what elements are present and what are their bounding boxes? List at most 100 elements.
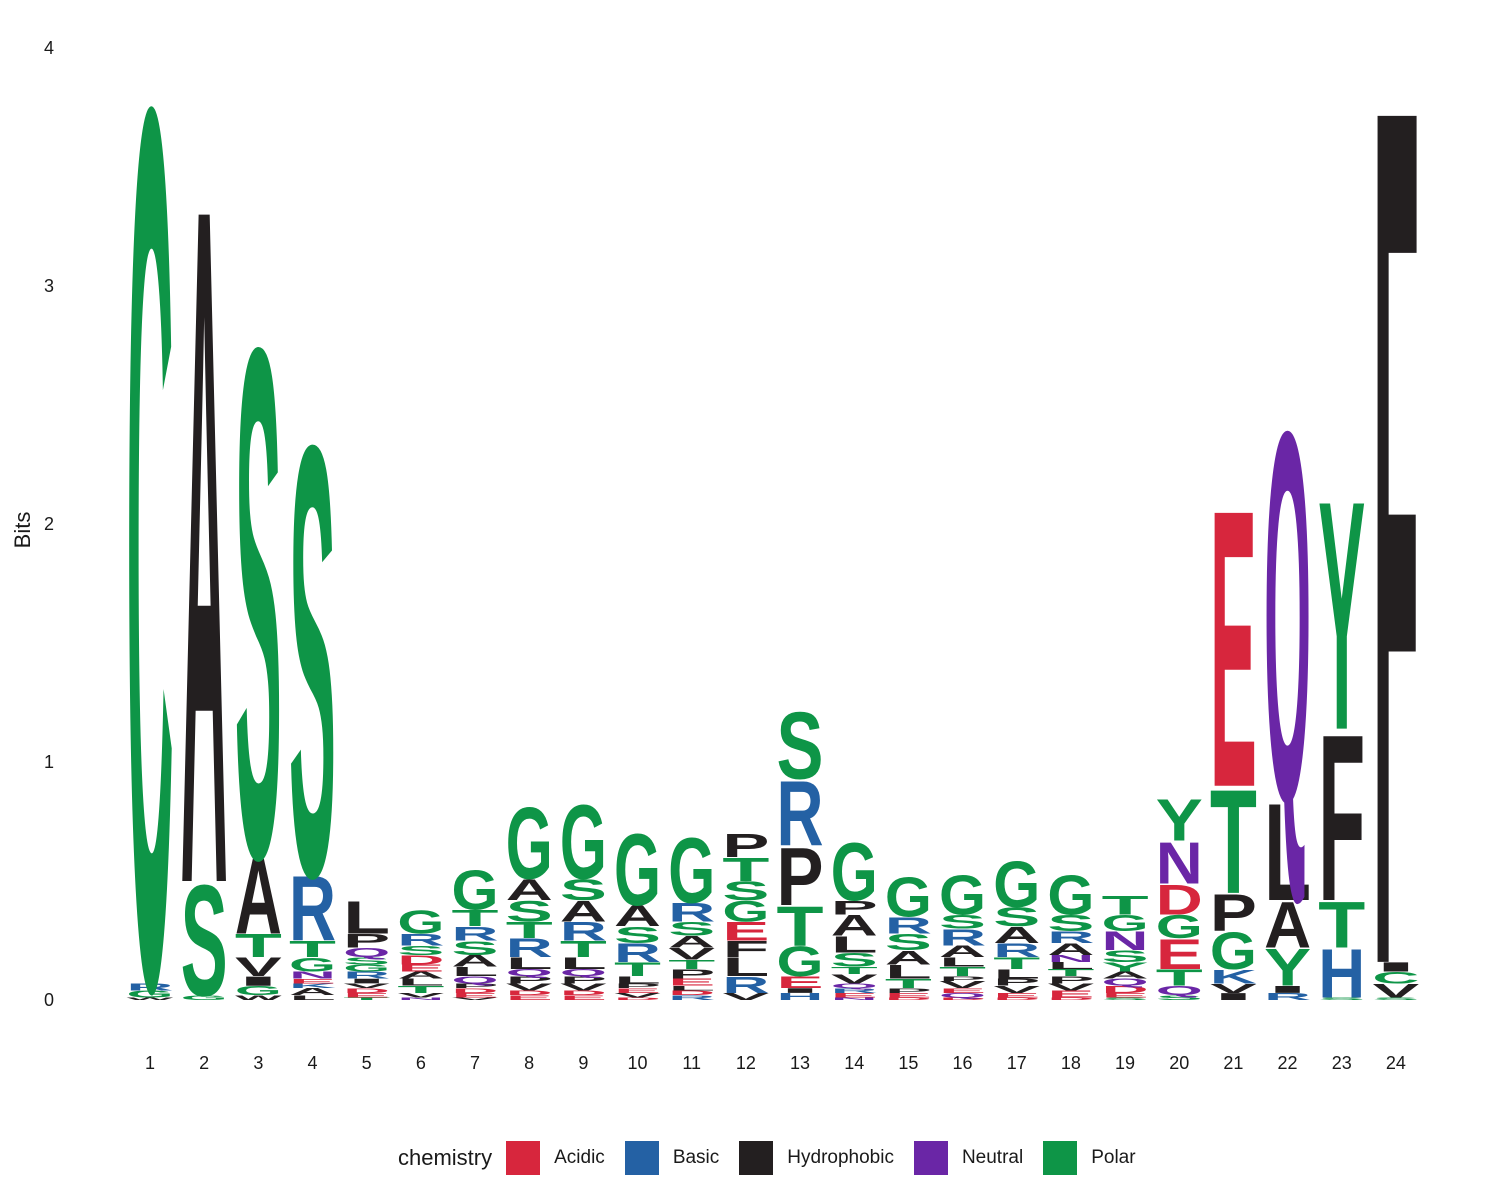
logo-letter-S: S [1156,994,1203,1001]
logo-letter-N: N [1047,953,1094,964]
logo-letter-Y: Y [1264,939,1311,998]
logo-letter-E: E [722,917,769,946]
logo-letter-T: T [939,964,986,979]
logo-letter-A: A [614,899,661,933]
logo-letter-E: E [1210,428,1257,871]
logo-letter-L: L [885,961,932,983]
logo-letter-I: I [1372,960,1419,975]
logo-letter-G: G [1210,922,1257,981]
logo-letter-S: S [777,692,824,799]
logo-letter-G: G [1047,864,1094,927]
x-tick-label: 9 [578,1053,588,1073]
x-tick-label: 8 [524,1053,534,1073]
logo-letter-P: P [343,930,390,952]
x-tick-label: 14 [844,1053,864,1073]
logo-letter-Q: Q [1264,321,1311,913]
logo-letter-G: G [235,983,282,998]
logo-letter-A: A [181,6,228,1087]
logo-letter-D: D [668,989,715,996]
logo-letter-N: N [1156,831,1203,897]
logo-letter-V: V [1048,982,1096,993]
logo-letter-Q: Q [939,992,986,999]
x-tick-label: 15 [898,1053,918,1073]
y-tick-label: 0 [44,990,54,1010]
x-tick-label: 13 [790,1053,810,1073]
x-tick-label: 23 [1332,1053,1352,1073]
x-tick-label: 20 [1169,1053,1189,1073]
logo-letter-G: G [181,994,228,1001]
logo-letter-Q: Q [452,975,499,986]
logo-letter-V: V [1210,981,1257,996]
logo-letter-G: G [885,867,932,930]
x-tick-label: 4 [308,1053,318,1073]
logo-letter-G: G [939,864,986,927]
logo-letter-N: N [1102,926,1149,956]
logo-letter-S: S [397,943,444,958]
logo-letter-E: E [777,973,824,991]
logo-letter-T: T [1156,965,1203,991]
logo-letter-P: P [722,827,769,864]
logo-letter-S: S [1318,997,1365,1001]
logo-letter-V: V [506,982,554,993]
logo-letter-V: V [1373,980,1421,1002]
logo-letter-T: T [1318,889,1365,963]
legend-title: chemistry [398,1145,493,1170]
logo-letter-S: S [722,877,769,906]
y-tick-label: 4 [44,38,54,58]
y-tick-label: 3 [44,276,54,296]
logo-letter-G: G [343,963,390,974]
logo-letter-S: S [614,923,661,949]
logo-letter-R: R [614,938,661,968]
logo-stack: GSA [181,6,228,1087]
logo-letter-P: P [993,977,1040,988]
logo-letter-T: T [560,937,607,963]
logo-letter-T: T [289,937,336,963]
logo-letter-G: G [777,938,824,986]
logo-letter-R: R [452,923,499,945]
legend-item: Acidic [506,1141,605,1175]
logo-letter-N: N [831,997,878,1001]
x-tick-label: 7 [470,1053,480,1073]
logo-letter-R: R [777,762,824,865]
logo-letter-R: R [668,898,715,928]
logo-letter-I: I [1210,991,1257,1002]
logo-letter-V: V [668,945,715,963]
logo-letter-Y: Y [1102,959,1149,974]
logo-letter-F: F [1318,686,1365,951]
logo-letter-S: S [1372,997,1419,1001]
logo-letter-G: G [1156,909,1203,946]
legend-items: Acidic Basic Hydrophobic Neutral Polar [506,1141,1155,1175]
logo-letter-R: R [831,987,878,994]
logo-letter-A: A [506,873,553,907]
legend-label: Neutral [961,1147,1024,1168]
logo-letter-D: D [397,952,444,967]
logo-letter-G: G [452,859,499,922]
logo-letter-W: W [235,994,283,1001]
logo-letter-D: D [1156,875,1203,923]
logo-letter-T: T [722,851,769,888]
logo-letter-E: E [885,992,932,999]
x-tick-label: 10 [628,1053,648,1073]
logo-letter-R: R [993,939,1040,961]
x-tick-label: 12 [736,1053,756,1073]
logo-letter-V: V [939,979,987,990]
logo-letter-P: P [560,974,607,985]
logo-letter-R: R [127,982,174,993]
logo-letter-V: V [831,971,878,986]
logo-letter-T: T [1102,891,1149,920]
logo-letter-Q: Q [506,967,553,978]
x-tick-label: 11 [682,1053,701,1073]
logo-letter-L: L [722,953,769,982]
logo-letter-C: C [127,0,174,1200]
logo-letter-T: T [777,895,824,958]
